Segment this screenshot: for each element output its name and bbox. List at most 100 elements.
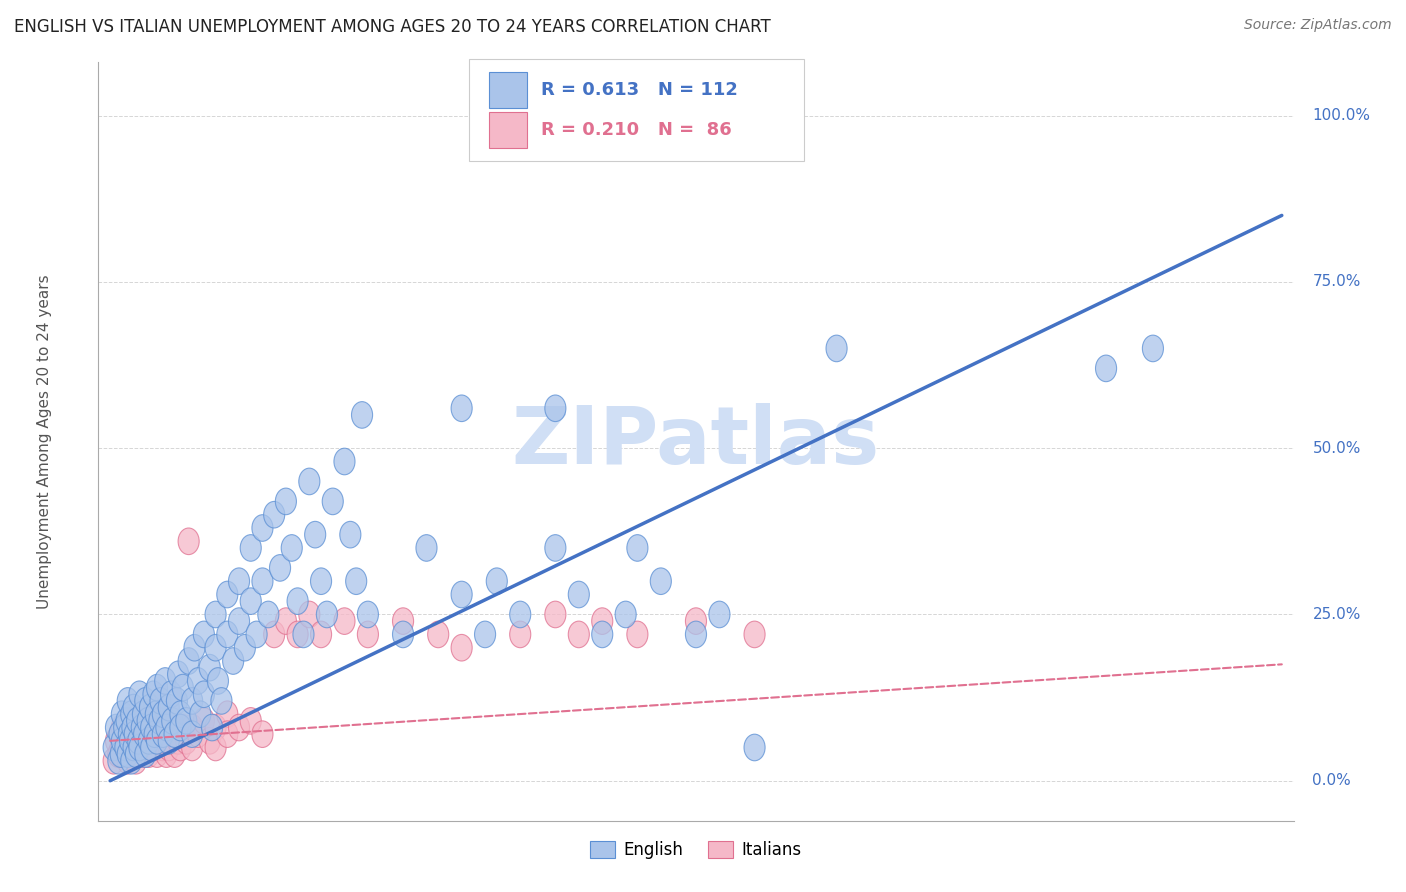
Ellipse shape	[299, 601, 321, 628]
Ellipse shape	[170, 734, 191, 761]
Ellipse shape	[111, 728, 132, 754]
Ellipse shape	[138, 728, 159, 754]
Ellipse shape	[127, 707, 148, 734]
Text: 0.0%: 0.0%	[1312, 773, 1351, 789]
Ellipse shape	[179, 648, 200, 674]
Ellipse shape	[240, 588, 262, 615]
Ellipse shape	[451, 582, 472, 607]
Ellipse shape	[141, 734, 162, 761]
Ellipse shape	[392, 607, 413, 634]
Ellipse shape	[111, 701, 132, 728]
Ellipse shape	[124, 694, 145, 721]
Ellipse shape	[155, 668, 176, 694]
Ellipse shape	[451, 634, 472, 661]
Ellipse shape	[129, 734, 150, 761]
Ellipse shape	[132, 701, 153, 728]
Ellipse shape	[117, 707, 138, 734]
Ellipse shape	[322, 488, 343, 515]
Ellipse shape	[335, 448, 356, 475]
Ellipse shape	[103, 734, 124, 761]
Ellipse shape	[200, 728, 221, 754]
Ellipse shape	[156, 714, 177, 741]
Ellipse shape	[427, 621, 449, 648]
Ellipse shape	[616, 601, 637, 628]
Ellipse shape	[121, 714, 142, 741]
Ellipse shape	[117, 714, 138, 741]
Ellipse shape	[146, 741, 167, 767]
Ellipse shape	[111, 741, 132, 767]
Ellipse shape	[217, 621, 238, 648]
Ellipse shape	[138, 728, 159, 754]
Ellipse shape	[110, 721, 131, 747]
Ellipse shape	[194, 681, 214, 707]
Ellipse shape	[124, 721, 145, 747]
Text: ENGLISH VS ITALIAN UNEMPLOYMENT AMONG AGES 20 TO 24 YEARS CORRELATION CHART: ENGLISH VS ITALIAN UNEMPLOYMENT AMONG AG…	[14, 18, 770, 36]
Ellipse shape	[744, 734, 765, 761]
Ellipse shape	[187, 668, 208, 694]
Ellipse shape	[162, 728, 183, 754]
Ellipse shape	[392, 621, 413, 648]
Ellipse shape	[194, 707, 214, 734]
Ellipse shape	[134, 721, 155, 747]
Ellipse shape	[205, 634, 226, 661]
Ellipse shape	[184, 634, 205, 661]
Ellipse shape	[124, 734, 145, 761]
Ellipse shape	[139, 694, 160, 721]
Ellipse shape	[299, 468, 321, 495]
Ellipse shape	[162, 707, 183, 734]
Ellipse shape	[103, 747, 124, 774]
Text: Unemployment Among Ages 20 to 24 years: Unemployment Among Ages 20 to 24 years	[37, 274, 52, 609]
Text: R = 0.613   N = 112: R = 0.613 N = 112	[541, 81, 738, 99]
Ellipse shape	[264, 621, 285, 648]
Ellipse shape	[122, 714, 143, 741]
Ellipse shape	[181, 734, 202, 761]
Ellipse shape	[176, 728, 197, 754]
Ellipse shape	[139, 714, 160, 741]
Ellipse shape	[217, 721, 238, 747]
Ellipse shape	[165, 741, 186, 767]
Ellipse shape	[145, 721, 166, 747]
Ellipse shape	[135, 707, 156, 734]
Ellipse shape	[252, 515, 273, 541]
Ellipse shape	[105, 728, 127, 754]
Ellipse shape	[509, 601, 531, 628]
Ellipse shape	[252, 568, 273, 594]
Ellipse shape	[276, 607, 297, 634]
Ellipse shape	[115, 734, 136, 761]
Ellipse shape	[352, 401, 373, 428]
Ellipse shape	[110, 741, 131, 767]
Ellipse shape	[152, 734, 173, 761]
Ellipse shape	[122, 721, 143, 747]
Ellipse shape	[229, 714, 250, 741]
Ellipse shape	[160, 707, 181, 734]
Ellipse shape	[257, 601, 278, 628]
Ellipse shape	[686, 607, 707, 634]
Ellipse shape	[156, 741, 177, 767]
Ellipse shape	[111, 714, 132, 741]
Ellipse shape	[155, 714, 176, 741]
Text: 100.0%: 100.0%	[1312, 108, 1371, 123]
Ellipse shape	[205, 734, 226, 761]
Ellipse shape	[201, 714, 222, 741]
Ellipse shape	[305, 521, 326, 548]
Ellipse shape	[194, 621, 214, 648]
FancyBboxPatch shape	[470, 59, 804, 161]
Ellipse shape	[141, 714, 162, 741]
Ellipse shape	[166, 688, 187, 714]
Ellipse shape	[827, 335, 846, 362]
Ellipse shape	[145, 721, 166, 747]
FancyBboxPatch shape	[489, 71, 527, 108]
Ellipse shape	[124, 741, 145, 767]
Ellipse shape	[152, 721, 173, 747]
Ellipse shape	[627, 534, 648, 561]
Ellipse shape	[159, 721, 180, 747]
Ellipse shape	[121, 747, 142, 774]
Ellipse shape	[166, 714, 187, 741]
Ellipse shape	[129, 741, 150, 767]
Ellipse shape	[217, 701, 238, 728]
Ellipse shape	[129, 707, 150, 734]
Ellipse shape	[568, 582, 589, 607]
Ellipse shape	[146, 728, 167, 754]
Ellipse shape	[108, 741, 129, 767]
Ellipse shape	[190, 701, 211, 728]
